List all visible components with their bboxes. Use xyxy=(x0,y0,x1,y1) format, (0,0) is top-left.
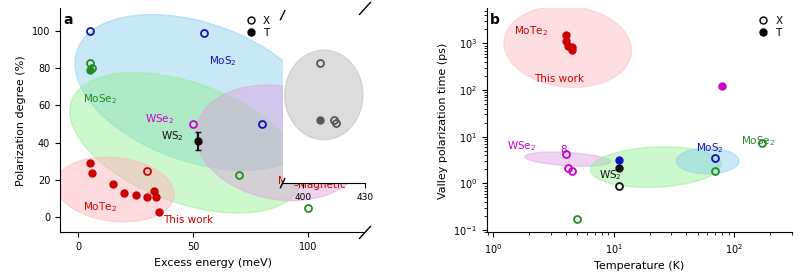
Text: WSe$_2$: WSe$_2$ xyxy=(145,112,174,126)
Text: This work: This work xyxy=(534,74,584,84)
Legend: X, T: X, T xyxy=(749,11,786,42)
X-axis label: Temperature (K): Temperature (K) xyxy=(594,262,685,272)
Text: MoSe$_2$: MoSe$_2$ xyxy=(742,134,776,148)
Text: WS$_2$: WS$_2$ xyxy=(598,168,622,182)
Text: b: b xyxy=(490,13,500,27)
Text: MoTe$_2$: MoTe$_2$ xyxy=(83,200,117,214)
Text: a: a xyxy=(63,13,73,27)
Y-axis label: Polarization degree (%): Polarization degree (%) xyxy=(16,55,26,186)
X-axis label: Excess energy (meV): Excess energy (meV) xyxy=(154,258,271,268)
Ellipse shape xyxy=(196,85,364,200)
Text: 8: 8 xyxy=(560,145,566,155)
Text: This work: This work xyxy=(163,215,213,225)
Text: MoS$_2$: MoS$_2$ xyxy=(696,142,723,155)
Text: MoS$_2$: MoS$_2$ xyxy=(209,54,237,68)
Ellipse shape xyxy=(70,73,302,213)
Text: WS$_2$: WS$_2$ xyxy=(161,129,184,143)
Y-axis label: Valley polarization time (ps): Valley polarization time (ps) xyxy=(438,42,448,199)
Ellipse shape xyxy=(56,157,174,222)
Text: Magnetic: Magnetic xyxy=(298,179,346,190)
Text: MoTe$_2$: MoTe$_2$ xyxy=(514,24,548,38)
Legend: X, T: X, T xyxy=(236,11,274,42)
Text: Magnetic: Magnetic xyxy=(278,176,326,186)
Text: MoSe$_2$: MoSe$_2$ xyxy=(83,92,117,106)
Text: WSe$_2$: WSe$_2$ xyxy=(506,139,536,153)
Ellipse shape xyxy=(75,15,320,170)
